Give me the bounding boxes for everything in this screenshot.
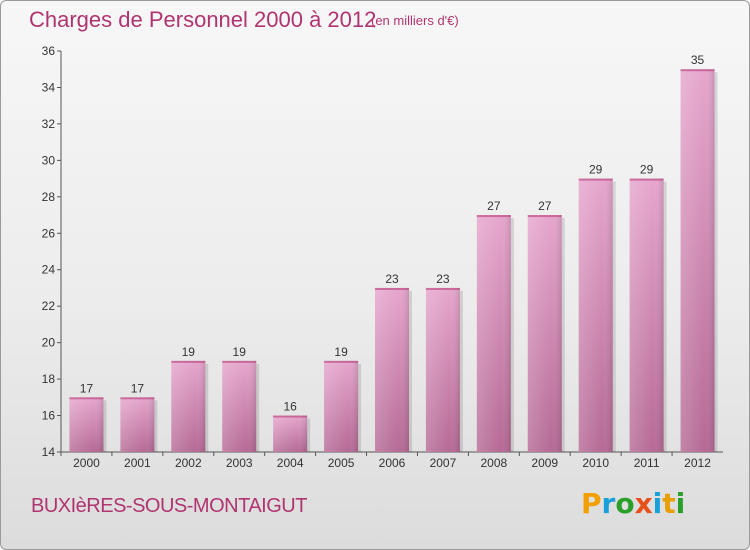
data-label: 27 — [487, 199, 501, 213]
y-tick-label: 28 — [42, 190, 56, 204]
bar-2007 — [425, 287, 463, 452]
data-label: 17 — [80, 381, 94, 395]
bar-top-edge — [578, 178, 613, 181]
data-label: 23 — [436, 272, 450, 286]
bar-2009 — [527, 215, 565, 452]
bar-top-edge — [680, 69, 715, 72]
axes: 14 16 18 20 22 24 26 28 30 32 34 36 2000 2001 2002 2003… — [42, 44, 723, 470]
y-tick-label: 34 — [42, 80, 56, 94]
y-tick-label: 16 — [42, 409, 56, 423]
bars — [69, 69, 718, 453]
bar-2008 — [476, 215, 514, 452]
bar-2005 — [324, 360, 362, 452]
logo-letter: i — [652, 487, 663, 520]
y-tick-label: 14 — [42, 445, 56, 459]
data-label: 35 — [691, 53, 705, 67]
bar-top-edge — [273, 415, 308, 418]
data-label: 29 — [589, 163, 603, 177]
bar-2011 — [629, 178, 667, 452]
y-tick-label: 24 — [42, 263, 56, 277]
chart-subtitle: (en milliers d'€) — [371, 13, 459, 28]
bar-top-edge — [171, 360, 206, 363]
bar-top-edge — [527, 215, 562, 218]
bar-top-edge — [425, 287, 460, 290]
commune-name: BUXIèRES-SOUS-MONTAIGUT — [31, 495, 307, 517]
bar-2001 — [120, 397, 158, 452]
bar-highlight — [120, 397, 155, 452]
data-label: 27 — [538, 199, 552, 213]
data-labels: 17 17 19 19 16 19 23 23 27 27 29 29 35 — [80, 53, 705, 413]
data-label: 17 — [131, 381, 145, 395]
bar-highlight — [375, 287, 409, 452]
y-tick-label: 32 — [42, 117, 56, 131]
data-label: 19 — [334, 345, 348, 359]
x-tick-label: 2000 — [73, 456, 100, 470]
x-tick-label: 2002 — [175, 456, 202, 470]
y-tick-label: 36 — [42, 44, 56, 58]
bar-2003 — [222, 360, 260, 452]
bar-2002 — [171, 360, 209, 452]
y-tick-label: 22 — [42, 299, 56, 313]
data-label: 19 — [182, 345, 196, 359]
bar-highlight — [69, 397, 104, 452]
y-tick-label: 30 — [42, 153, 56, 167]
bar-top-edge — [69, 397, 104, 400]
x-tick-label: 2012 — [684, 456, 711, 470]
bar-top-edge — [375, 287, 409, 290]
y-tick-label: 26 — [42, 226, 56, 240]
bar-2012 — [680, 69, 718, 453]
x-tick-label: 2011 — [634, 456, 660, 470]
bar-highlight — [476, 215, 511, 452]
bar-highlight — [171, 360, 206, 452]
x-tick-label: 2005 — [328, 456, 355, 470]
data-label: 16 — [283, 400, 297, 414]
bar-top-edge — [222, 360, 257, 363]
x-tick-label: 2006 — [379, 456, 406, 470]
bar-highlight — [629, 178, 664, 452]
bar-2000 — [69, 397, 107, 452]
bar-top-edge — [120, 397, 155, 400]
logo-letter: x — [634, 487, 653, 520]
bar-highlight — [222, 360, 257, 452]
bar-highlight — [273, 415, 308, 452]
x-tick-label: 2010 — [582, 456, 609, 470]
logo-letter: r — [601, 487, 616, 520]
x-tick-label: 2007 — [430, 456, 457, 470]
x-tick-label: 2004 — [277, 456, 304, 470]
x-tick-label: 2001 — [124, 456, 151, 470]
bar-2004 — [273, 415, 311, 452]
y-tick-label: 18 — [42, 372, 56, 386]
data-label: 23 — [385, 272, 399, 286]
logo-letter: i — [675, 487, 686, 520]
bar-top-edge — [629, 178, 664, 181]
bar-highlight — [324, 360, 359, 452]
bar-top-edge — [476, 215, 511, 218]
data-label: 19 — [233, 345, 247, 359]
data-label: 29 — [640, 163, 654, 177]
bar-highlight — [527, 215, 562, 452]
bar-highlight — [425, 287, 460, 452]
logo-letter: P — [581, 487, 602, 520]
proxiti-logo: Proxiti — [581, 487, 685, 520]
x-tick-label: 2008 — [480, 456, 507, 470]
logo-letter: t — [662, 487, 676, 520]
bar-top-edge — [324, 360, 359, 363]
y-tick-label: 20 — [42, 336, 56, 350]
chart-title: Charges de Personnel 2000 à 2012 — [29, 7, 377, 32]
x-tick-label: 2003 — [226, 456, 253, 470]
logo-letter: o — [615, 487, 635, 520]
bar-2006 — [375, 287, 412, 452]
bar-highlight — [578, 178, 613, 452]
bar-2010 — [578, 178, 616, 452]
bar-highlight — [680, 69, 715, 453]
x-tick-label: 2009 — [531, 456, 558, 470]
